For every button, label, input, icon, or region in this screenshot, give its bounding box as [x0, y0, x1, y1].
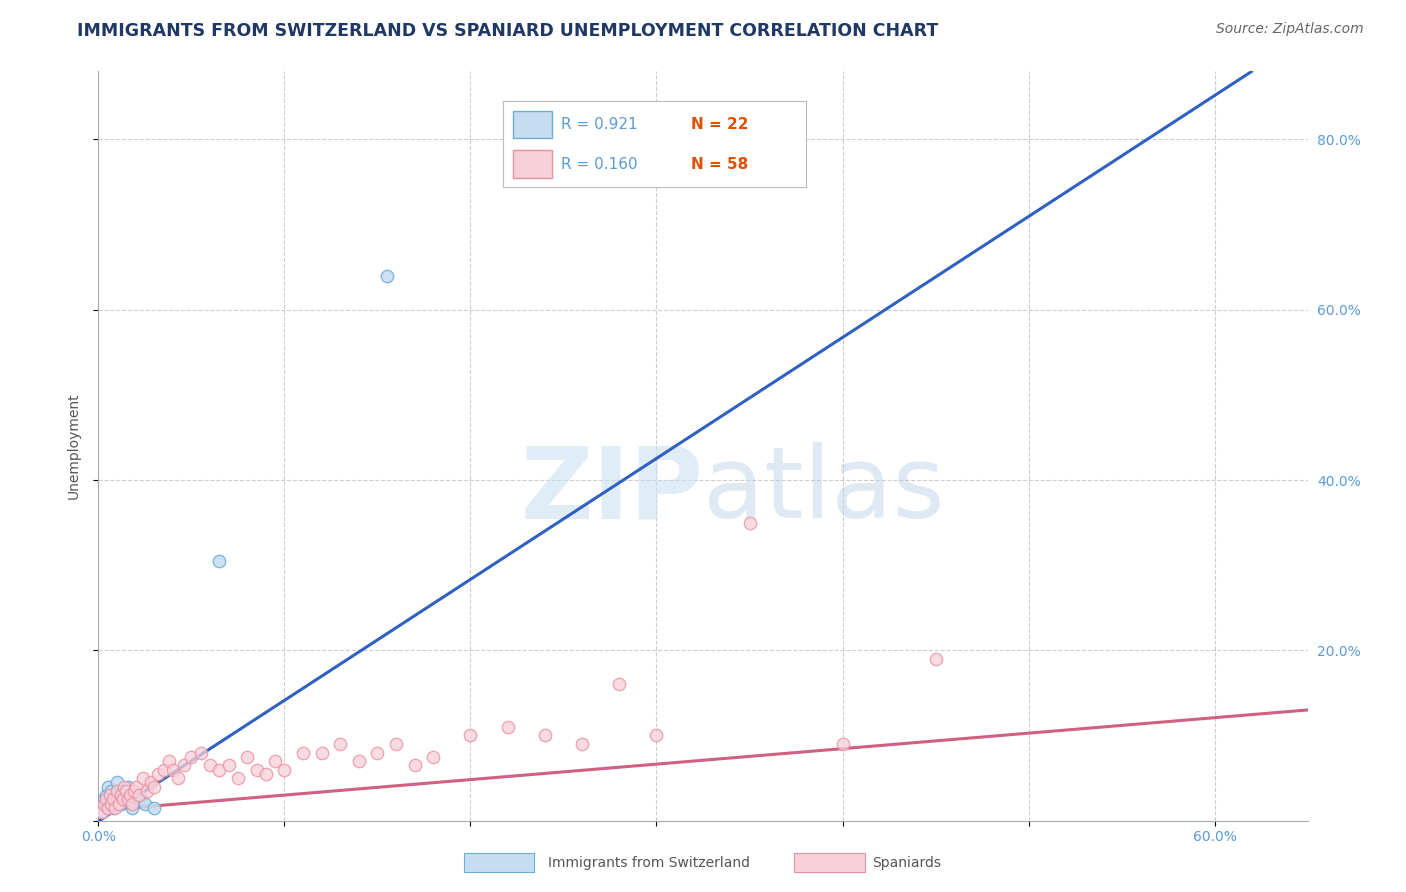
Point: [146, 767, 169, 781]
Point: [422, 749, 444, 764]
Point: [121, 797, 143, 811]
Point: [105, 788, 128, 802]
Point: [645, 729, 668, 743]
Point: [124, 788, 146, 802]
Y-axis label: Unemployment: Unemployment: [66, 392, 80, 500]
Point: [108, 797, 131, 811]
Point: [738, 516, 761, 530]
Point: [103, 792, 125, 806]
Point: [110, 797, 132, 811]
Point: [128, 788, 150, 802]
Point: [264, 754, 287, 768]
Point: [98, 788, 121, 802]
Point: [139, 775, 162, 789]
Point: [404, 758, 426, 772]
Text: Immigrants from Switzerland: Immigrants from Switzerland: [548, 855, 751, 870]
Point: [100, 784, 122, 798]
Point: [93, 792, 115, 806]
Text: ZIP: ZIP: [520, 442, 703, 540]
Point: [115, 792, 138, 806]
Point: [496, 720, 519, 734]
Point: [226, 771, 249, 785]
Point: [198, 758, 221, 772]
Text: Source: ZipAtlas.com: Source: ZipAtlas.com: [1216, 22, 1364, 37]
Point: [385, 737, 408, 751]
Point: [534, 729, 557, 743]
Point: [245, 763, 267, 777]
Point: [366, 746, 388, 760]
Point: [236, 749, 259, 764]
Point: [118, 788, 141, 802]
Point: [134, 797, 156, 811]
Point: [831, 737, 853, 751]
Point: [100, 797, 122, 811]
Point: [218, 758, 240, 772]
Bar: [464, 853, 534, 872]
Point: [157, 754, 180, 768]
Point: [143, 780, 166, 794]
Point: [571, 737, 593, 751]
Point: [167, 771, 190, 785]
Point: [128, 792, 150, 806]
Point: [135, 784, 157, 798]
Point: [254, 767, 277, 781]
Point: [607, 677, 630, 691]
Point: [104, 801, 127, 815]
Point: [97, 801, 120, 815]
Point: [98, 797, 121, 811]
Text: atlas: atlas: [703, 442, 945, 540]
Text: Spaniards: Spaniards: [872, 855, 941, 870]
Point: [93, 797, 115, 811]
Point: [105, 775, 128, 789]
Point: [111, 784, 134, 798]
Point: [292, 746, 315, 760]
Point: [180, 749, 202, 764]
Point: [208, 763, 231, 777]
Point: [375, 268, 398, 283]
Point: [273, 763, 295, 777]
Point: [124, 780, 146, 794]
Point: [110, 788, 132, 802]
Point: [460, 729, 482, 743]
Point: [173, 758, 195, 772]
Point: [105, 784, 128, 798]
Point: [111, 792, 134, 806]
Point: [94, 788, 117, 802]
Point: [91, 805, 114, 819]
Point: [115, 784, 138, 798]
Point: [162, 763, 184, 777]
Point: [114, 780, 136, 794]
Point: [311, 746, 333, 760]
Point: [121, 801, 143, 815]
Point: [104, 792, 127, 806]
Point: [132, 771, 155, 785]
Point: [94, 792, 117, 806]
Point: [208, 554, 231, 568]
Point: [97, 780, 120, 794]
Point: [103, 801, 125, 815]
Bar: [794, 853, 865, 872]
Point: [117, 792, 139, 806]
Point: [152, 763, 174, 777]
Point: [117, 780, 139, 794]
Text: IMMIGRANTS FROM SWITZERLAND VS SPANIARD UNEMPLOYMENT CORRELATION CHART: IMMIGRANTS FROM SWITZERLAND VS SPANIARD …: [77, 22, 939, 40]
Point: [143, 801, 166, 815]
Point: [347, 754, 370, 768]
Point: [924, 652, 946, 666]
Point: [329, 737, 352, 751]
Point: [122, 784, 145, 798]
Point: [97, 801, 120, 815]
Point: [190, 746, 212, 760]
Point: [91, 805, 114, 819]
